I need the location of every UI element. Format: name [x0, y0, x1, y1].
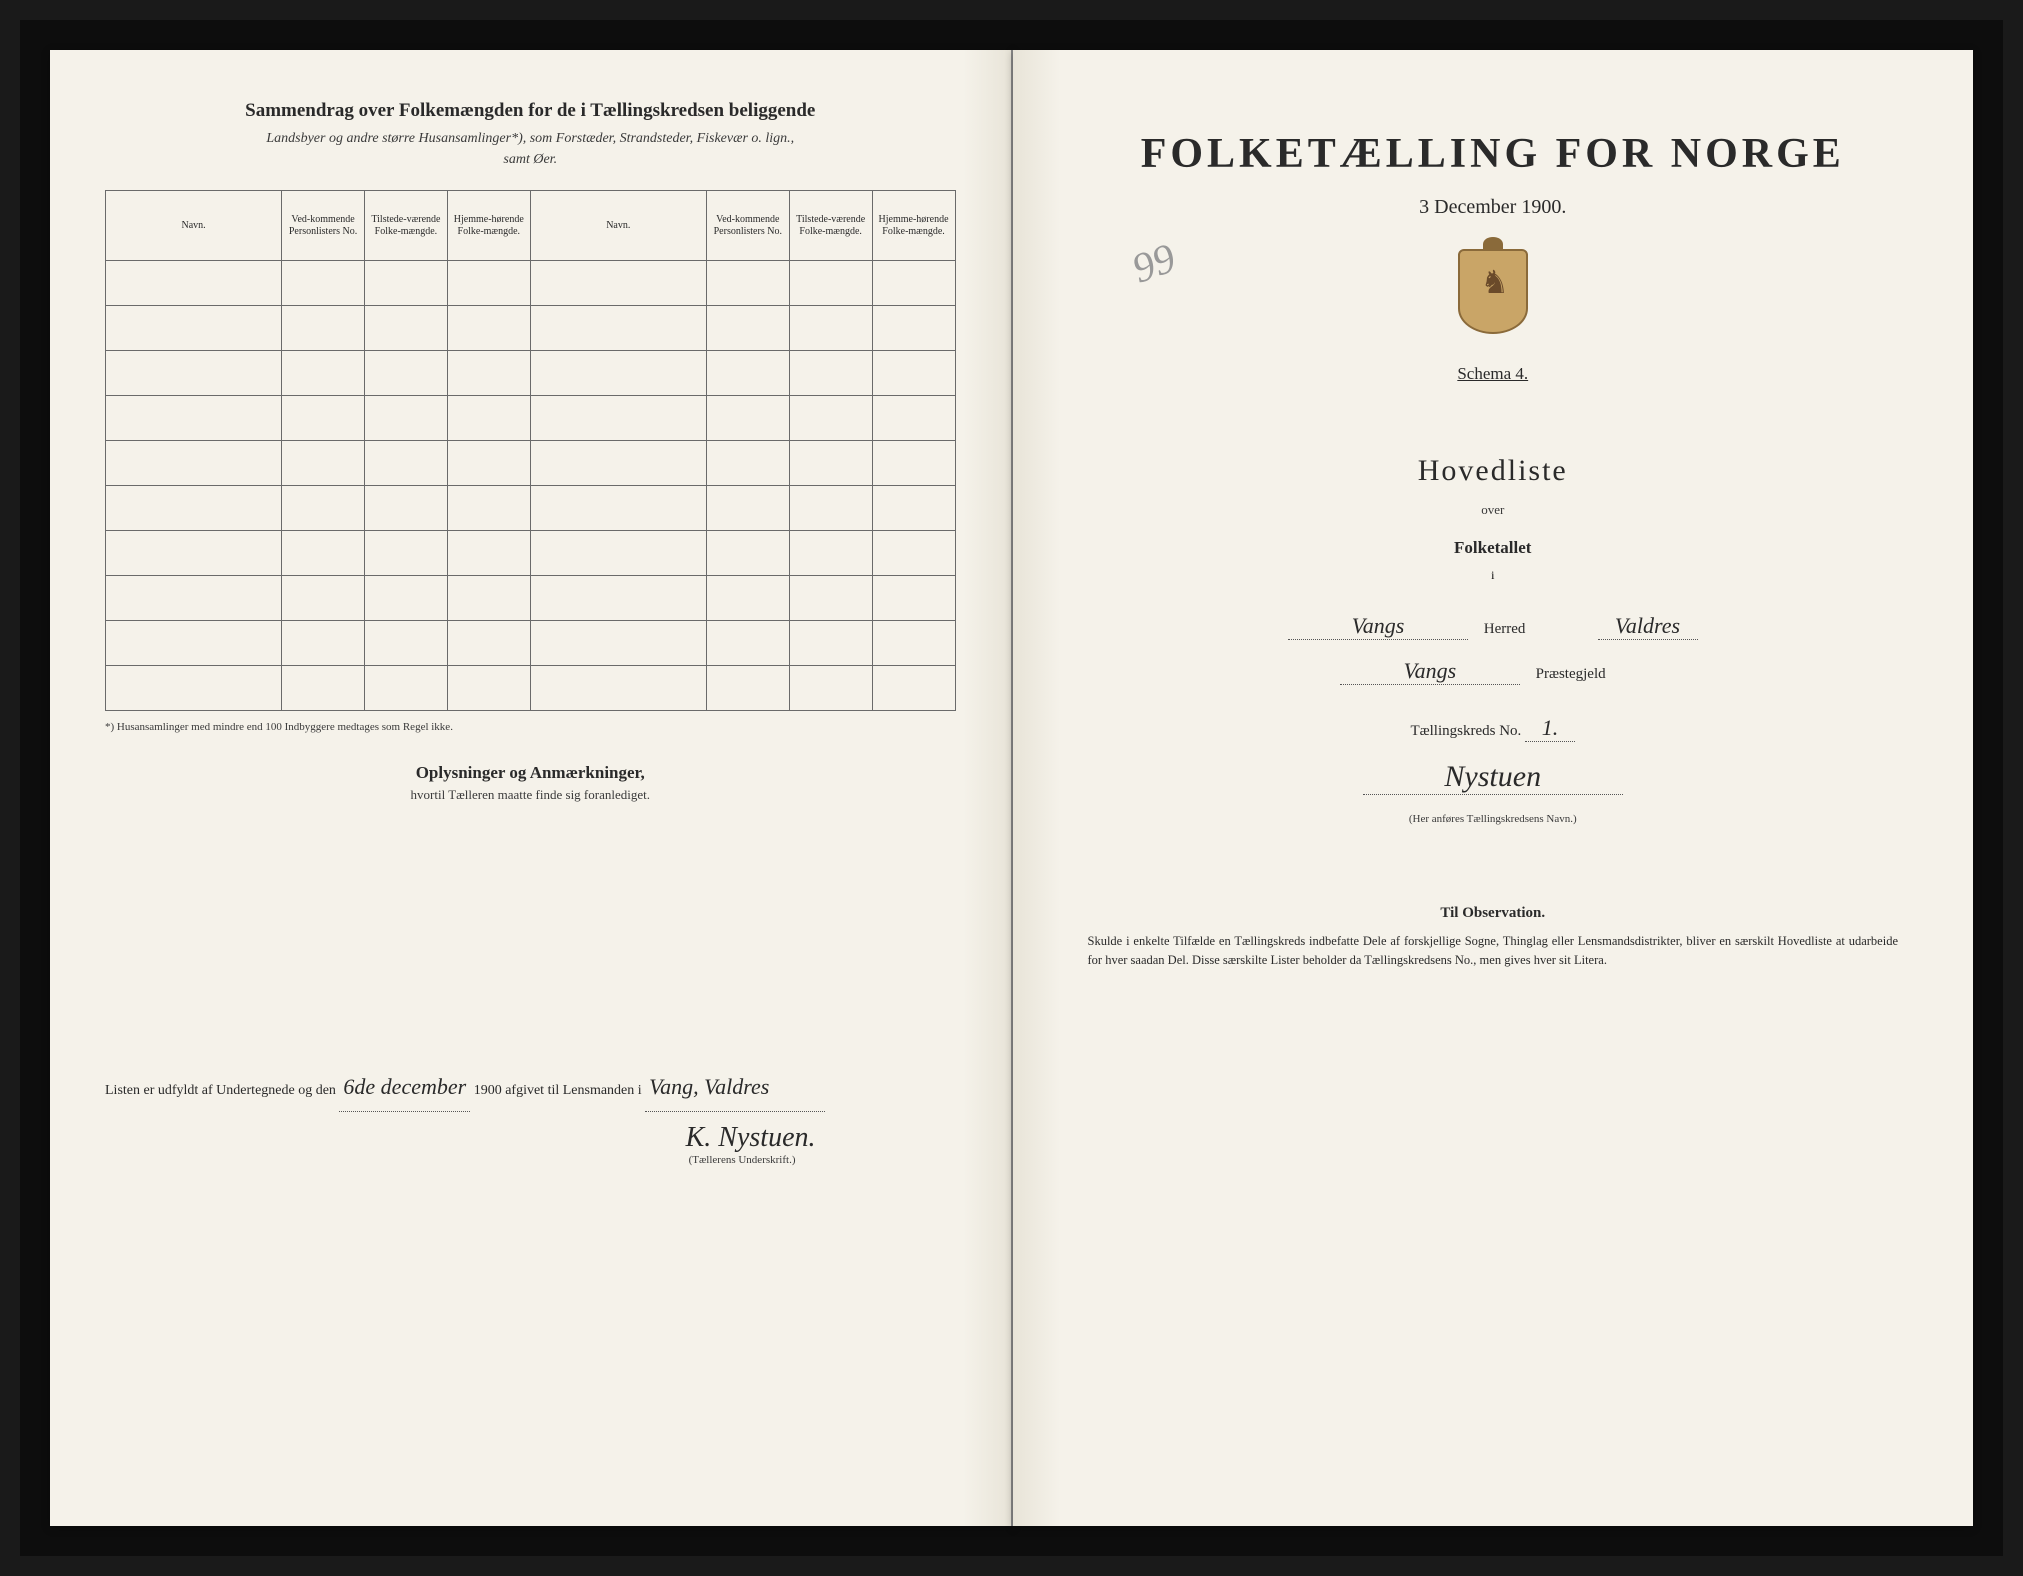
bottom-place-handwritten: Vang, Valdres — [649, 1074, 769, 1099]
table-row — [106, 261, 956, 306]
th-personlister-1: Ved-kommende Personlisters No. — [282, 191, 365, 261]
folketallet-label: Folketallet — [1068, 538, 1919, 558]
praestegjeld-row: Vangs Præstegjeld — [1068, 658, 1919, 685]
bottom-attestation: Listen er udfyldt af Undertegnede og den… — [105, 1063, 956, 1112]
left-header: Sammendrag over Folkemængden for de i Tæ… — [105, 100, 956, 170]
signature-block: K. Nystuen. (Tællerens Underskrift.) — [105, 1122, 956, 1166]
pencil-annotation: 99 — [1126, 234, 1182, 293]
lion-icon: ♞ — [1472, 266, 1518, 316]
left-subtitle-1: Landsbyer og andre større Husansamlinger… — [105, 128, 956, 149]
observation-text: Skulde i enkelte Tilfælde en Tællingskre… — [1068, 932, 1919, 970]
coat-of-arms-icon: ♞ — [1458, 249, 1528, 334]
over-label: over — [1068, 502, 1919, 518]
kreds-signature: Nystuen — [1444, 760, 1541, 793]
summary-table: Navn. Ved-kommende Personlisters No. Til… — [105, 190, 956, 711]
kreds-row: Tællingskreds No. 1. — [1068, 715, 1919, 742]
oplysninger-sub: hvortil Tælleren maatte finde sig foranl… — [105, 787, 956, 803]
herred-row: Vangs Herred Valdres — [1068, 613, 1919, 640]
th-hjemme-1: Hjemme-hørende Folke-mængde. — [447, 191, 530, 261]
i-label: i — [1068, 568, 1919, 583]
table-body — [106, 261, 956, 711]
table-row — [106, 441, 956, 486]
table-row — [106, 621, 956, 666]
table-row — [106, 486, 956, 531]
th-hjemme-2: Hjemme-hørende Folke-mængde. — [872, 191, 955, 261]
praestegjeld-label: Præstegjeld — [1536, 666, 1646, 683]
herred-label: Herred — [1484, 621, 1594, 638]
right-page: 99 FOLKETÆLLING FOR NORGE 3 December 190… — [1013, 50, 1974, 1526]
signature: K. Nystuen. — [105, 1122, 956, 1154]
th-navn-2: Navn. — [530, 191, 706, 261]
hovedliste-title: Hovedliste — [1068, 454, 1919, 488]
kreds-name-row: Nystuen — [1068, 760, 1919, 795]
left-page: Sammendrag over Folkemængden for de i Tæ… — [50, 50, 1013, 1526]
book-spread: Sammendrag over Folkemængden for de i Tæ… — [50, 50, 1973, 1526]
kreds-label: Tællingskreds No. — [1410, 723, 1521, 739]
table-row — [106, 351, 956, 396]
table-row — [106, 666, 956, 711]
table-row — [106, 306, 956, 351]
signature-caption: (Tællerens Underskrift.) — [105, 1154, 956, 1166]
praestegjeld-value: Vangs — [1404, 658, 1457, 683]
th-tilstede-2: Tilstede-værende Folke-mængde. — [789, 191, 872, 261]
scan-frame: Sammendrag over Folkemængden for de i Tæ… — [20, 20, 2003, 1556]
kreds-no: 1. — [1542, 715, 1559, 740]
observation-title: Til Observation. — [1068, 905, 1919, 922]
bottom-mid: afgivet til Lensmanden i — [505, 1083, 641, 1098]
herred-region: Valdres — [1615, 613, 1680, 638]
table-header-row: Navn. Ved-kommende Personlisters No. Til… — [106, 191, 956, 261]
th-personlister-2: Ved-kommende Personlisters No. — [706, 191, 789, 261]
table-row — [106, 531, 956, 576]
bottom-year: 1900 — [474, 1083, 502, 1098]
main-date: 3 December 1900. — [1068, 196, 1919, 219]
bottom-prefix: Listen er udfyldt af Undertegnede og den — [105, 1083, 336, 1098]
bottom-date-handwritten: 6de december — [343, 1074, 466, 1099]
herred-value: Vangs — [1352, 613, 1405, 638]
table-row — [106, 396, 956, 441]
left-title: Sammendrag over Folkemængden for de i Tæ… — [105, 100, 956, 122]
table-footnote: *) Husansamlinger med mindre end 100 Ind… — [105, 721, 956, 733]
table-row — [106, 576, 956, 621]
oplysninger-title: Oplysninger og Anmærkninger, — [105, 763, 956, 783]
main-title: FOLKETÆLLING FOR NORGE — [1068, 130, 1919, 178]
left-subtitle-2: samt Øer. — [105, 149, 956, 170]
th-tilstede-1: Tilstede-værende Folke-mængde. — [364, 191, 447, 261]
schema-label: Schema 4. — [1068, 364, 1919, 384]
kreds-caption: (Her anføres Tællingskredsens Navn.) — [1068, 813, 1919, 825]
th-navn-1: Navn. — [106, 191, 282, 261]
